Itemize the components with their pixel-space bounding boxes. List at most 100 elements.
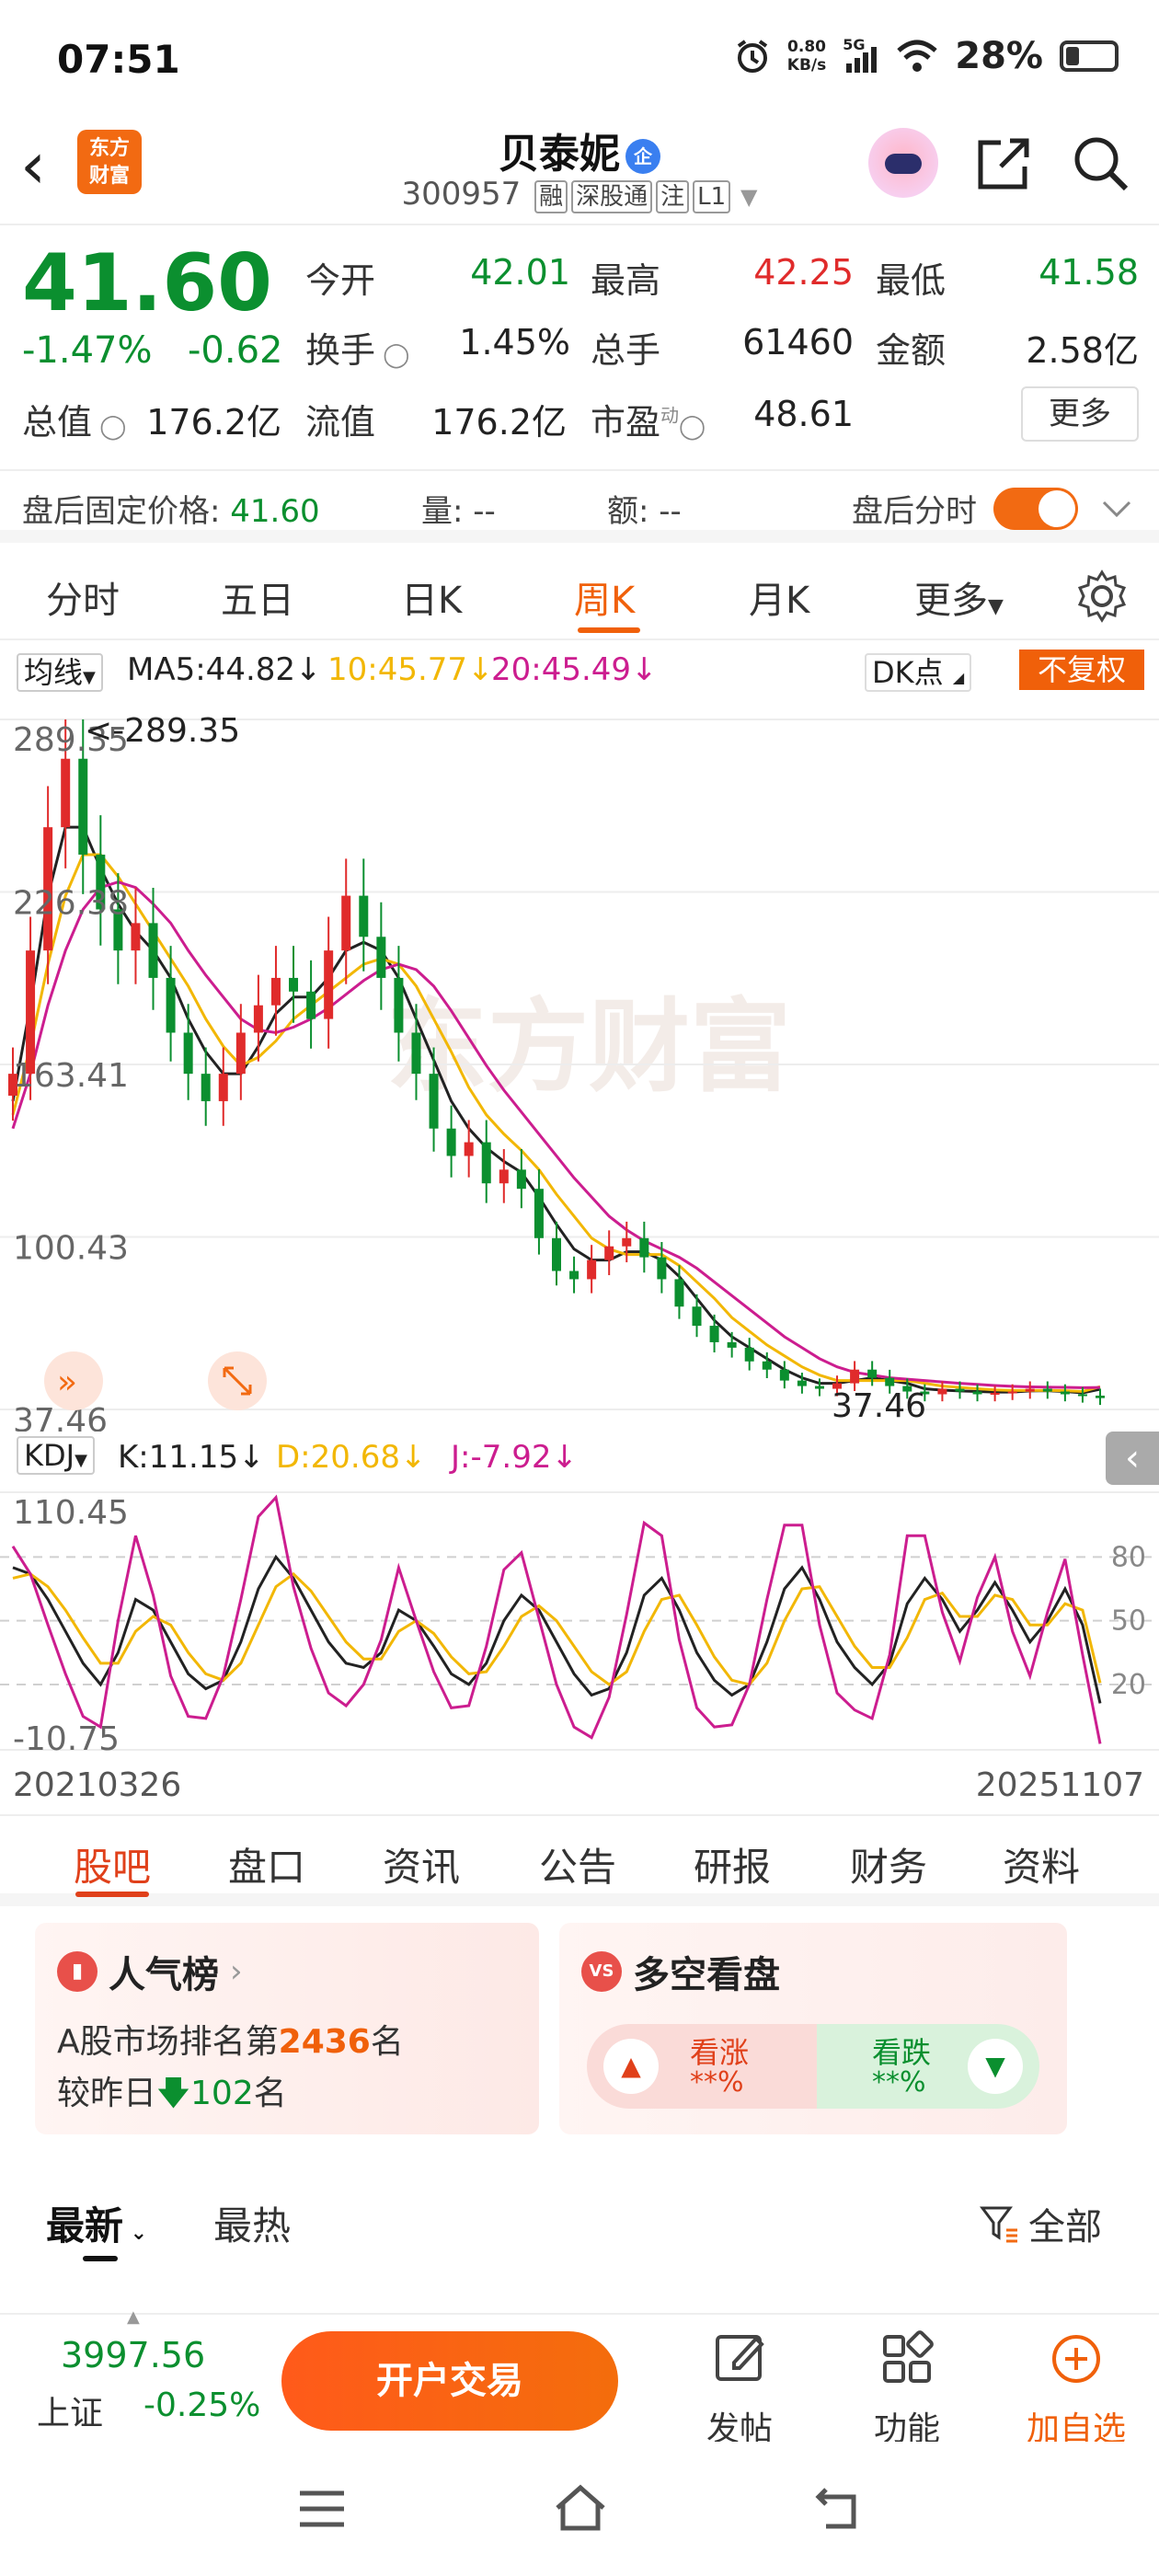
kdj-chart[interactable]: 110.45 -10.75 80 50 20 20210326 20251107 [0,1483,1159,1814]
tab-latest[interactable]: 最新 ⌄ [46,2203,148,2248]
kline-candle [516,1169,526,1190]
kline-candle [604,1246,614,1260]
stock-header: ‹ 东方 财富 贝泰妮企 300957 融深股通注 L1 ▼ [0,115,1159,225]
kdj-selector[interactable]: KDJ▼ [17,1436,95,1475]
kline-candle [376,937,386,978]
market-cap-label[interactable]: 总值 ◯ [22,402,127,443]
edit-icon [716,2335,764,2381]
kline-candle [797,1380,807,1386]
grid-icon [883,2330,934,2383]
kline-candle [464,1142,474,1156]
rank-change-line: 较昨日🡇102名 [57,2075,287,2112]
assistant-avatar[interactable] [868,128,938,198]
menu-icon[interactable] [296,2486,348,2532]
function-button[interactable]: 功能 [852,2324,962,2450]
tab-more[interactable]: 更多▼ [914,580,1004,622]
add-watchlist-button[interactable]: 加自选 [1021,2324,1131,2450]
kline-candle [78,758,88,855]
after-hours-toggle[interactable] [993,488,1078,530]
filter-icon [980,2206,1017,2243]
kdj-lines [11,1494,1102,1744]
kline-candle [709,1326,719,1342]
dk-button[interactable]: DK点 ◢ [865,650,972,692]
kdj-line-j [11,1494,1102,1744]
turnover-label[interactable]: 换手 ◯ [305,330,410,371]
tag-level: L1 [693,180,731,213]
pe-label[interactable]: 市盈动◯ [591,402,706,443]
tab-weekly-k[interactable]: 周K [574,580,636,622]
more-button[interactable]: 更多 [1021,386,1139,442]
popularity-card[interactable]: ▮ 人气榜 › A股市场排名第2436名 较昨日🡇102名 [35,1923,539,2134]
tab-five-day[interactable]: 五日 [221,580,294,622]
tab-research[interactable]: 研报 [694,1845,772,1890]
tab-news[interactable]: 资讯 [383,1845,461,1890]
after-amount: 额: -- [607,493,682,530]
tab-monthly-k[interactable]: 月K [749,580,810,622]
tab-financials[interactable]: 财务 [850,1845,928,1890]
after-volume: 量: -- [421,493,496,530]
back-nav-icon[interactable] [813,2484,865,2532]
status-time: 07:51 [57,37,180,82]
kline-candle [937,1388,947,1395]
stock-code-line[interactable]: 300957 融深股通注 L1 ▼ [401,176,758,213]
volume-value: 61460 [742,322,854,362]
kline-grid [0,719,1159,1410]
back-icon[interactable]: ‹ [20,128,46,203]
kline-candle [499,1169,509,1184]
info-icon[interactable]: ◯ [375,341,410,369]
home-icon[interactable] [552,2482,609,2534]
index-name[interactable]: 上证 [37,2395,104,2432]
share-icon[interactable] [973,133,1034,194]
status-icons: 0.80 KB/s 5G 28% [734,35,1119,77]
adjust-button[interactable]: 不复权 [1019,650,1144,690]
index-change[interactable]: -0.25% [143,2386,261,2424]
right-tick-label: 20 [1111,1669,1146,1701]
index-value[interactable]: 3997.56 [61,2335,206,2375]
kline-candle [832,1383,843,1389]
gear-icon[interactable] [1074,569,1130,624]
triangle-down-icon: ▼ [968,2039,1023,2094]
ma-selector[interactable]: 均线▼ [17,650,103,692]
kline-candle [920,1391,930,1395]
search-icon[interactable] [1071,133,1131,194]
expand-left-icon[interactable]: » [44,1351,103,1410]
kline-candle [324,950,334,1019]
filter-button[interactable]: 全部 [979,2197,1102,2250]
kdj-d-value: D:20.68↓ [276,1439,427,1476]
ma-indicator-line: 均线▼ MA5:44.82↓ 10:45.77↓ 20:45.49↓ DK点 ◢… [0,644,1159,696]
vote-down-button[interactable]: 看跌 **% ▼ [817,2024,1039,2109]
kline-chart[interactable]: 东方财富 289.35 226.38 163.41 100.43 37.46 <… [0,696,1159,1432]
low-value: 41.58 [1039,252,1139,293]
ma-line-ma5 [11,825,1101,1395]
tab-profile[interactable]: 资料 [1003,1845,1081,1890]
fullscreen-icon[interactable] [208,1351,267,1410]
open-account-trade-button[interactable]: 开户交易 [281,2331,618,2431]
max-annotation: <-289.35 [85,712,240,750]
kline-candle [166,977,176,1033]
info-icon[interactable]: ◯ [679,413,706,441]
after-hours-bar: 盘后固定价格: 41.60 量: -- 额: -- 盘后分时 [0,469,1159,543]
kline-candle [990,1393,1000,1396]
caret-up-icon: ▲ [127,2307,140,2327]
tab-hottest[interactable]: 最热 [213,2203,292,2248]
kline-candle [727,1341,737,1348]
tab-orderbook[interactable]: 盘口 [228,1845,306,1890]
info-icon[interactable]: ◯ [92,413,127,441]
chevron-down-icon[interactable] [1100,495,1133,523]
post-button[interactable]: 发帖 [684,2324,795,2450]
vote-up-button[interactable]: ▲ 看涨 **% [587,2024,817,2109]
kdj-grid [0,1491,1159,1751]
collapse-panel-icon[interactable]: ‹ [1106,1432,1159,1485]
kline-candle [902,1386,912,1392]
tab-announcements[interactable]: 公告 [539,1845,617,1890]
active-feed-indicator [83,2256,118,2261]
stock-name[interactable]: 贝泰妮企 [0,121,1159,179]
chart-tabs: 分时 五日 日K 周K 月K 更多▼ [0,552,1159,640]
ma-line-ma20 [11,880,1101,1389]
vs-icon: VS [581,1951,622,1992]
dropdown-icon: ▼ [988,595,1004,618]
tab-timeshare[interactable]: 分时 [46,580,120,622]
tab-forum[interactable]: 股吧 [74,1845,152,1890]
chevron-down-icon: ⌄ [123,2222,148,2245]
tab-daily-k[interactable]: 日K [401,580,463,622]
